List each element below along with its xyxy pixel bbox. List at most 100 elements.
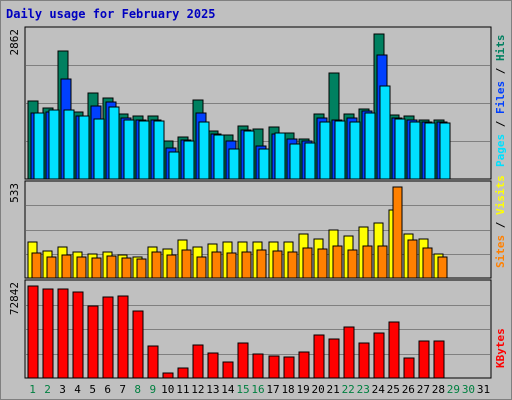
bar-kbytes-day-17: [268, 355, 280, 379]
legend-item-files: Files: [494, 81, 507, 114]
day-label-8: 8: [134, 383, 141, 396]
axis-max-label: 2862: [8, 29, 21, 56]
day-label-22: 22: [342, 383, 355, 396]
bar-kbytes-day-4: [72, 291, 84, 379]
bar-pages-day-18: [289, 143, 301, 180]
day-label-12: 12: [191, 383, 204, 396]
bar-kbytes-day-8: [132, 310, 144, 379]
bar-pages-day-13: [213, 134, 225, 180]
day-label-19: 19: [296, 383, 309, 396]
bar-pages-day-12: [198, 121, 210, 180]
bar-sites-day-6: [106, 255, 117, 279]
bar-pages-day-5: [93, 118, 105, 180]
bar-kbytes-day-20: [313, 334, 325, 379]
bar-kbytes-day-2: [42, 288, 54, 379]
bar-kbytes-day-1: [27, 285, 39, 379]
bar-sites-day-10: [166, 254, 177, 279]
bar-kbytes-day-14: [222, 361, 234, 379]
bar-pages-day-7: [123, 119, 135, 180]
legend-item-kbytes: KBytes: [494, 328, 507, 368]
bar-sites-day-20: [317, 248, 328, 279]
bar-kbytes-day-26: [403, 357, 415, 379]
day-label-26: 26: [402, 383, 415, 396]
bar-kbytes-day-3: [57, 288, 69, 379]
bar-pages-day-21: [334, 120, 346, 180]
legend-hits-files-pages: Pages / Files / Hits: [494, 35, 507, 168]
bar-kbytes-day-18: [283, 356, 295, 379]
bar-sites-day-25: [392, 186, 403, 279]
chart-title: Daily usage for February 2025: [6, 7, 216, 21]
legend-item-hits: Hits: [494, 35, 507, 62]
bar-pages-day-27: [424, 122, 436, 180]
bar-pages-day-10: [168, 151, 180, 180]
bar-kbytes-day-24: [373, 332, 385, 379]
bar-sites-day-23: [362, 245, 373, 279]
day-label-14: 14: [221, 383, 235, 396]
day-label-11: 11: [176, 383, 189, 396]
bar-kbytes-day-28: [433, 340, 445, 379]
bar-kbytes-day-15: [237, 342, 249, 379]
day-label-31: 31: [477, 383, 490, 396]
bar-sites-day-22: [347, 249, 358, 279]
bar-sites-day-18: [287, 251, 298, 279]
day-label-28: 28: [432, 383, 445, 396]
bar-sites-day-14: [226, 252, 237, 279]
bar-pages-day-28: [439, 122, 451, 180]
day-label-9: 9: [149, 383, 156, 396]
bar-sites-day-27: [422, 247, 433, 279]
bar-sites-day-24: [377, 245, 388, 279]
legend-item-pages: Pages: [494, 134, 507, 167]
day-label-24: 24: [372, 383, 386, 396]
day-label-6: 6: [104, 383, 111, 396]
day-label-23: 23: [357, 383, 370, 396]
legend-separator: /: [494, 61, 507, 81]
bar-kbytes-day-10: [162, 372, 174, 379]
bar-kbytes-day-6: [102, 296, 114, 379]
legend-item-visits: Visits: [494, 175, 507, 215]
bar-sites-day-3: [61, 254, 72, 279]
bar-sites-day-7: [121, 257, 132, 279]
bar-kbytes-day-12: [192, 344, 204, 379]
bar-sites-day-8: [136, 258, 147, 279]
bar-sites-day-5: [91, 257, 102, 279]
bar-pages-day-9: [153, 120, 165, 180]
bar-pages-day-3: [63, 109, 75, 180]
bar-pages-day-23: [364, 112, 376, 180]
bar-pages-day-26: [409, 121, 421, 180]
legend-kbytes: KBytes: [494, 328, 507, 368]
bar-sites-day-13: [211, 251, 222, 279]
day-label-25: 25: [387, 383, 400, 396]
bar-sites-day-12: [196, 256, 207, 279]
day-label-17: 17: [266, 383, 279, 396]
bar-pages-day-15: [243, 130, 255, 180]
bar-sites-day-19: [302, 247, 313, 279]
day-label-30: 30: [462, 383, 475, 396]
legend-separator: /: [494, 215, 507, 235]
day-label-10: 10: [161, 383, 174, 396]
bar-pages-day-22: [349, 121, 361, 180]
day-label-4: 4: [74, 383, 81, 396]
axis-max-label: 533: [8, 183, 21, 203]
day-label-18: 18: [281, 383, 294, 396]
day-label-3: 3: [59, 383, 66, 396]
day-label-29: 29: [447, 383, 460, 396]
bar-sites-day-28: [437, 256, 448, 279]
bar-pages-day-20: [319, 121, 331, 180]
bar-kbytes-day-7: [117, 295, 129, 379]
bar-kbytes-day-16: [252, 353, 264, 379]
bar-sites-day-26: [407, 239, 418, 279]
bar-kbytes-day-23: [358, 342, 370, 379]
day-label-13: 13: [206, 383, 219, 396]
bar-sites-day-11: [181, 249, 192, 279]
bar-sites-day-4: [76, 256, 87, 279]
bar-kbytes-day-19: [298, 351, 310, 379]
bar-sites-day-2: [46, 256, 57, 279]
legend-visits-sites: Sites / Visits: [494, 175, 507, 268]
day-label-20: 20: [312, 383, 325, 396]
bar-pages-day-4: [78, 115, 90, 180]
bar-pages-day-1: [33, 112, 45, 180]
day-label-7: 7: [119, 383, 126, 396]
bar-sites-day-9: [151, 251, 162, 279]
day-label-1: 1: [29, 383, 36, 396]
bar-kbytes-day-25: [388, 321, 400, 379]
